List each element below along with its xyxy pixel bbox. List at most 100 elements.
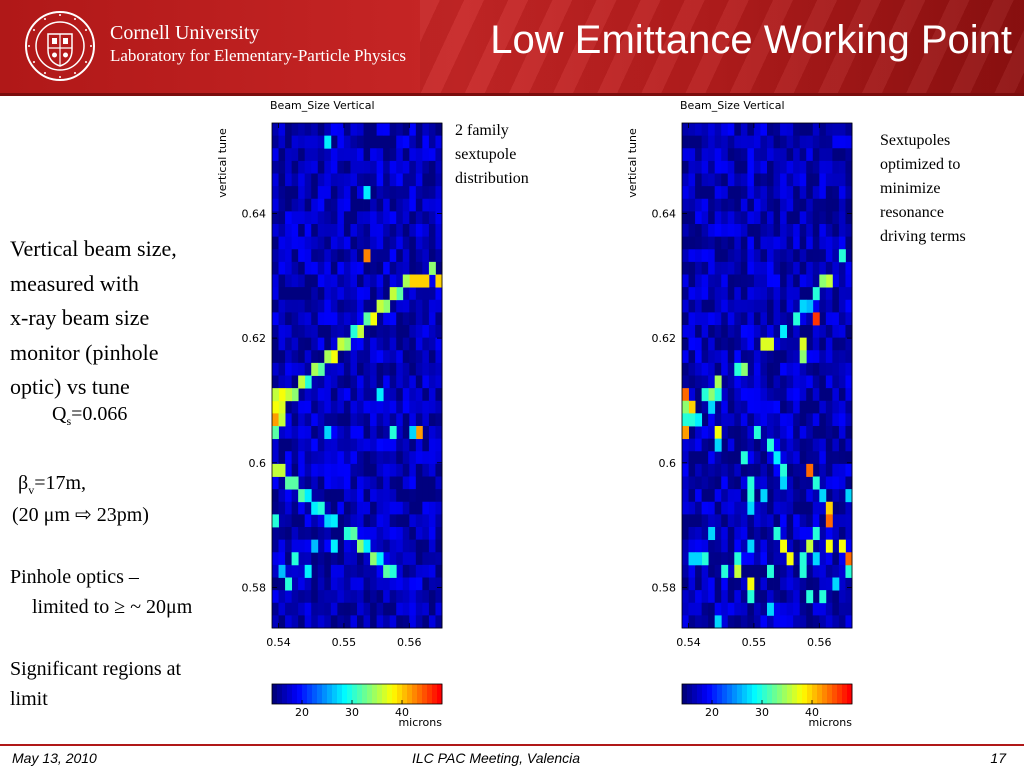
- heatmap-cell: [727, 564, 735, 578]
- heatmap-cell: [422, 577, 430, 591]
- slide-title: Low Emittance Working Point: [490, 18, 1012, 62]
- heatmap-cell: [291, 527, 299, 541]
- heatmap-cell: [343, 148, 351, 162]
- heatmap-cell: [799, 514, 807, 528]
- heatmap-cell: [402, 489, 410, 503]
- heatmap-cell: [773, 400, 781, 414]
- heatmap-cell: [793, 123, 801, 137]
- heatmap-cell: [363, 489, 371, 503]
- heatmap-cell: [721, 299, 729, 313]
- heatmap-cell: [701, 527, 709, 541]
- heatmap-cell: [285, 426, 293, 440]
- heatmap-cell: [727, 224, 735, 238]
- colorbar-segment: [397, 684, 403, 704]
- heatmap-cell: [396, 514, 404, 528]
- heatmap-cell: [383, 552, 391, 566]
- heatmap-highlight-cell: [780, 539, 788, 553]
- heatmap-cell: [812, 186, 820, 200]
- heatmap-highlight-cell: [343, 337, 351, 351]
- heatmap-cell: [383, 325, 391, 339]
- heatmap-cell: [291, 615, 299, 629]
- heatmap-cell: [337, 350, 345, 364]
- heatmap-cell: [402, 413, 410, 427]
- heatmap-cell: [767, 476, 774, 490]
- heatmap-cell: [708, 312, 716, 326]
- heatmap-highlight-cell: [747, 489, 755, 503]
- heatmap-cell: [343, 173, 351, 187]
- heatmap-cell: [435, 375, 443, 389]
- heatmap-cell: [714, 135, 722, 149]
- heatmap-cell: [311, 249, 319, 263]
- heatmap-cell: [832, 287, 840, 301]
- heatmap-cell: [415, 438, 423, 452]
- heatmap-cell: [721, 615, 729, 629]
- heatmap-cell: [773, 287, 781, 301]
- heatmap-cell: [389, 325, 397, 339]
- heatmap-highlight-cell: [304, 375, 312, 389]
- heatmap-cell: [402, 261, 410, 275]
- heatmap-cell: [701, 438, 709, 452]
- heatmap-cell: [799, 413, 807, 427]
- annotation-line: resonance: [880, 204, 944, 221]
- heatmap-cell: [832, 211, 840, 225]
- heatmap-cell: [812, 438, 820, 452]
- heatmap-cell: [708, 198, 716, 212]
- colorbar-segment: [727, 684, 733, 704]
- heatmap-cell: [708, 224, 716, 238]
- heatmap-cell: [780, 552, 788, 566]
- heatmap-cell: [357, 602, 364, 616]
- heatmap-cell: [409, 501, 417, 515]
- heatmap-cell: [357, 514, 364, 528]
- heatmap-cell: [324, 274, 332, 288]
- heatmap-highlight-cell: [740, 451, 748, 465]
- heatmap-cell: [773, 350, 781, 364]
- x-tick-label: 0.56: [397, 636, 422, 649]
- heatmap-cell: [278, 514, 286, 528]
- heatmap-cell: [838, 451, 846, 465]
- heatmap-cell: [376, 615, 384, 629]
- heatmap-cell: [343, 287, 351, 301]
- heatmap-cell: [799, 148, 807, 162]
- heatmap-cell: [845, 527, 853, 541]
- heatmap-cell: [357, 451, 364, 465]
- heatmap-cell: [435, 186, 443, 200]
- heatmap-cell: [389, 476, 397, 490]
- heatmap-highlight-cell: [721, 564, 729, 578]
- heatmap-cell: [786, 413, 794, 427]
- heatmap-cell: [330, 211, 338, 225]
- heatmap-cell: [786, 160, 794, 174]
- heatmap-cell: [812, 577, 820, 591]
- heatmap-cell: [363, 211, 371, 225]
- heatmap-cell: [845, 274, 853, 288]
- heatmap-cell: [291, 299, 299, 313]
- heatmap-cell: [819, 539, 827, 553]
- heatmap-cell: [825, 350, 833, 364]
- colorbar-segment: [847, 684, 853, 704]
- heatmap-cell: [330, 287, 338, 301]
- heatmap-highlight-cell: [695, 552, 703, 566]
- heatmap-cell: [409, 375, 417, 389]
- heatmap-cell: [343, 186, 351, 200]
- heatmap-cell: [806, 224, 814, 238]
- heatmap-cell: [753, 615, 761, 629]
- heatmap-cell: [376, 539, 384, 553]
- heatmap-cell: [363, 552, 371, 566]
- description-line: measured with: [10, 270, 139, 296]
- heatmap-cell: [435, 476, 443, 490]
- heatmap-cell: [845, 236, 853, 250]
- heatmap-highlight-cell: [806, 539, 814, 553]
- heatmap-cell: [324, 400, 332, 414]
- heatmap-cell: [285, 514, 293, 528]
- heatmap-cell: [370, 615, 378, 629]
- heatmap-highlight-cell: [304, 564, 312, 578]
- heatmap-cell: [272, 123, 279, 137]
- heatmap-cell: [317, 173, 325, 187]
- heatmap-cell: [363, 400, 371, 414]
- heatmap-cell: [695, 590, 703, 604]
- colorbar-tick-label: 30: [755, 706, 769, 719]
- heatmap-cell: [819, 501, 827, 515]
- annotation-line: driving terms: [880, 228, 966, 245]
- heatmap-cell: [793, 463, 801, 477]
- heatmap-cell: [793, 287, 801, 301]
- heatmap-cell: [298, 236, 306, 250]
